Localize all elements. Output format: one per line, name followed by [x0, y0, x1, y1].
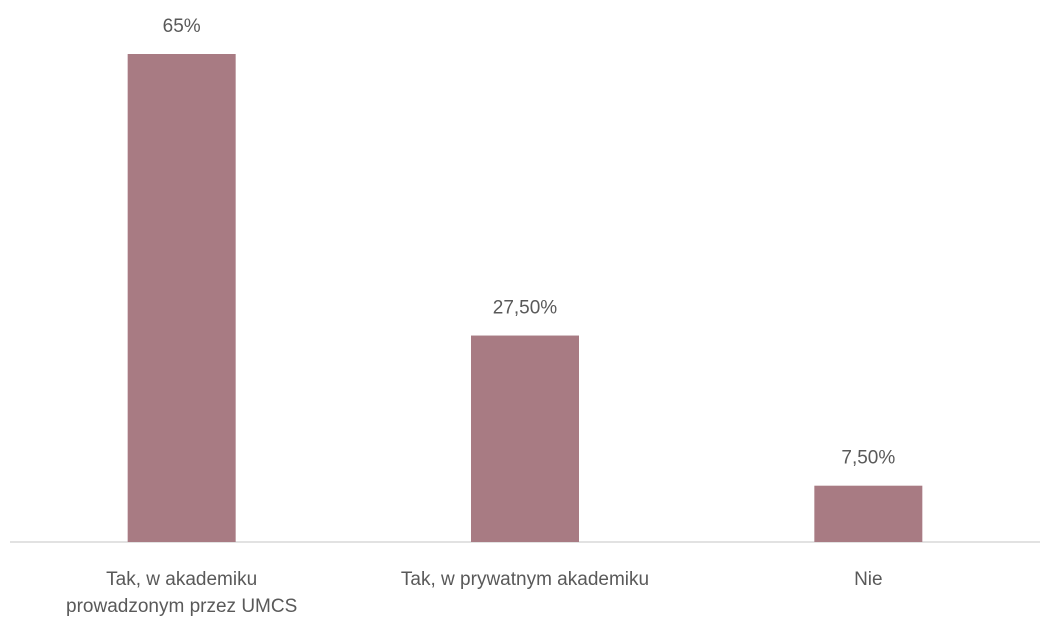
- data-label: 65%: [163, 16, 201, 37]
- bar: [127, 54, 236, 542]
- x-tick-label: Tak, w prywatnym akademiku: [400, 569, 650, 590]
- x-tick-label: Nie: [854, 569, 883, 590]
- bar: [471, 335, 579, 542]
- data-label: 27,50%: [493, 298, 558, 319]
- data-label: 7,50%: [841, 448, 895, 469]
- x-tick-label: Tak, w akademiku prowadzonym przez UMCS: [66, 569, 298, 617]
- bar: [814, 485, 923, 542]
